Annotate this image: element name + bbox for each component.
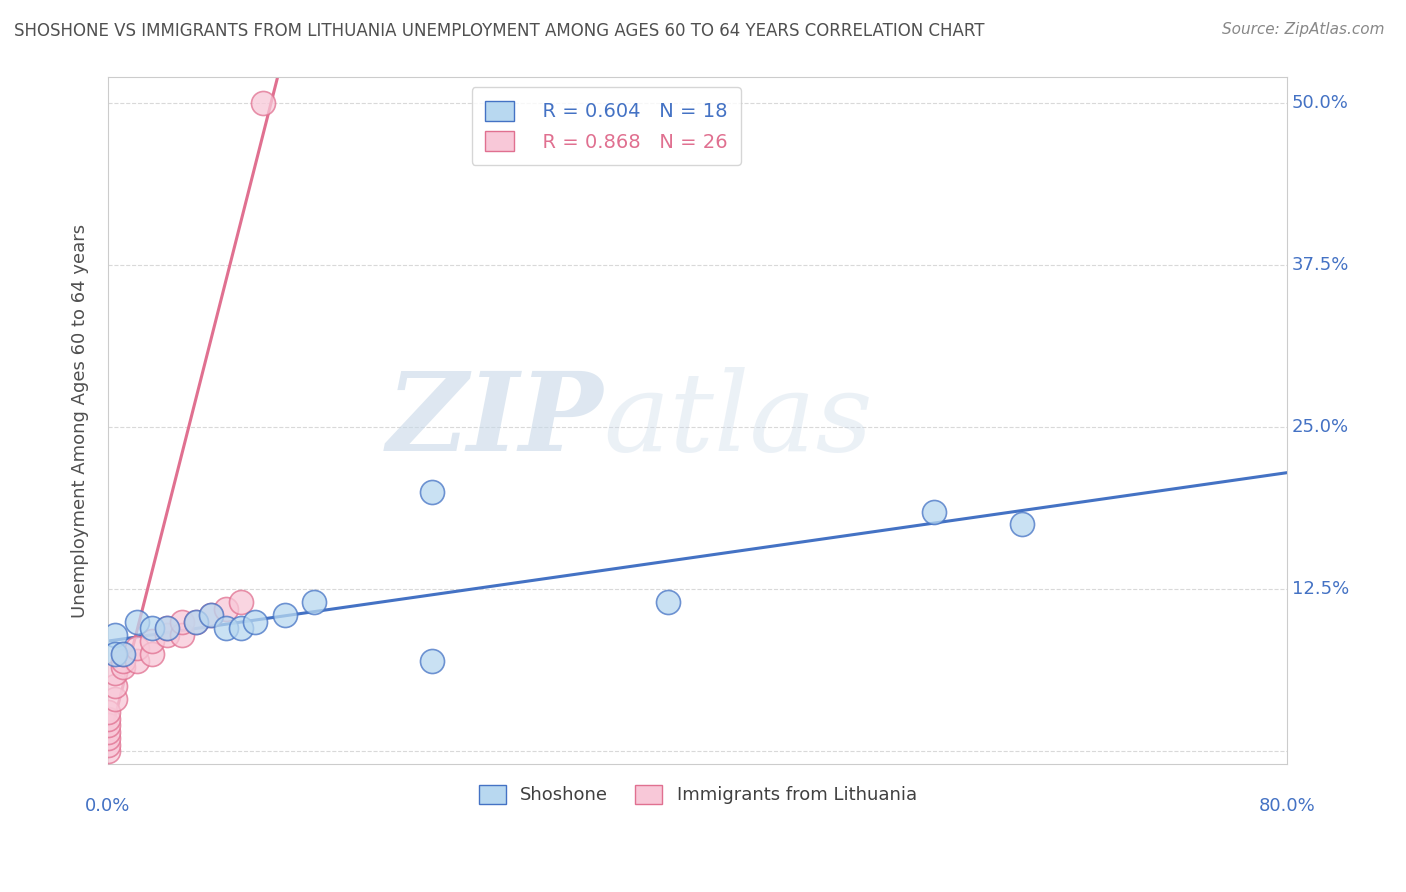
Text: 0.0%: 0.0% bbox=[86, 797, 131, 814]
Point bbox=[1011, 517, 1033, 532]
Point bbox=[127, 640, 149, 655]
Point bbox=[111, 660, 134, 674]
Point bbox=[420, 653, 443, 667]
Text: SHOSHONE VS IMMIGRANTS FROM LITHUANIA UNEMPLOYMENT AMONG AGES 60 TO 64 YEARS COR: SHOSHONE VS IMMIGRANTS FROM LITHUANIA UN… bbox=[14, 22, 984, 40]
Point bbox=[104, 647, 127, 661]
Point bbox=[420, 485, 443, 500]
Text: Source: ZipAtlas.com: Source: ZipAtlas.com bbox=[1222, 22, 1385, 37]
Point bbox=[97, 718, 120, 732]
Point bbox=[274, 608, 297, 623]
Point bbox=[141, 634, 163, 648]
Point bbox=[170, 627, 193, 641]
Text: ZIP: ZIP bbox=[387, 367, 603, 475]
Y-axis label: Unemployment Among Ages 60 to 64 years: Unemployment Among Ages 60 to 64 years bbox=[72, 224, 89, 618]
Point bbox=[156, 621, 179, 635]
Point bbox=[104, 692, 127, 706]
Text: 80.0%: 80.0% bbox=[1258, 797, 1316, 814]
Point bbox=[141, 621, 163, 635]
Point bbox=[229, 595, 252, 609]
Text: 50.0%: 50.0% bbox=[1292, 95, 1348, 112]
Point bbox=[104, 666, 127, 681]
Point bbox=[922, 504, 945, 518]
Point bbox=[229, 621, 252, 635]
Point bbox=[111, 653, 134, 667]
Legend: Shoshone, Immigrants from Lithuania: Shoshone, Immigrants from Lithuania bbox=[470, 776, 925, 814]
Point bbox=[186, 615, 208, 629]
Point bbox=[111, 647, 134, 661]
Point bbox=[97, 706, 120, 720]
Point bbox=[141, 647, 163, 661]
Point bbox=[97, 724, 120, 739]
Point bbox=[97, 738, 120, 752]
Point bbox=[170, 615, 193, 629]
Point bbox=[97, 731, 120, 746]
Point bbox=[127, 653, 149, 667]
Point bbox=[657, 595, 679, 609]
Point bbox=[97, 744, 120, 758]
Point bbox=[104, 627, 127, 641]
Point bbox=[215, 601, 238, 615]
Text: 37.5%: 37.5% bbox=[1292, 256, 1350, 275]
Point bbox=[215, 621, 238, 635]
Point bbox=[186, 615, 208, 629]
Point bbox=[97, 712, 120, 726]
Text: atlas: atlas bbox=[603, 367, 873, 475]
Point bbox=[111, 647, 134, 661]
Point bbox=[200, 608, 222, 623]
Point bbox=[245, 615, 267, 629]
Point bbox=[127, 615, 149, 629]
Text: 25.0%: 25.0% bbox=[1292, 418, 1348, 436]
Point bbox=[156, 627, 179, 641]
Point bbox=[304, 595, 326, 609]
Point bbox=[200, 608, 222, 623]
Point bbox=[156, 621, 179, 635]
Text: 12.5%: 12.5% bbox=[1292, 580, 1348, 599]
Point bbox=[252, 96, 274, 111]
Point bbox=[104, 680, 127, 694]
